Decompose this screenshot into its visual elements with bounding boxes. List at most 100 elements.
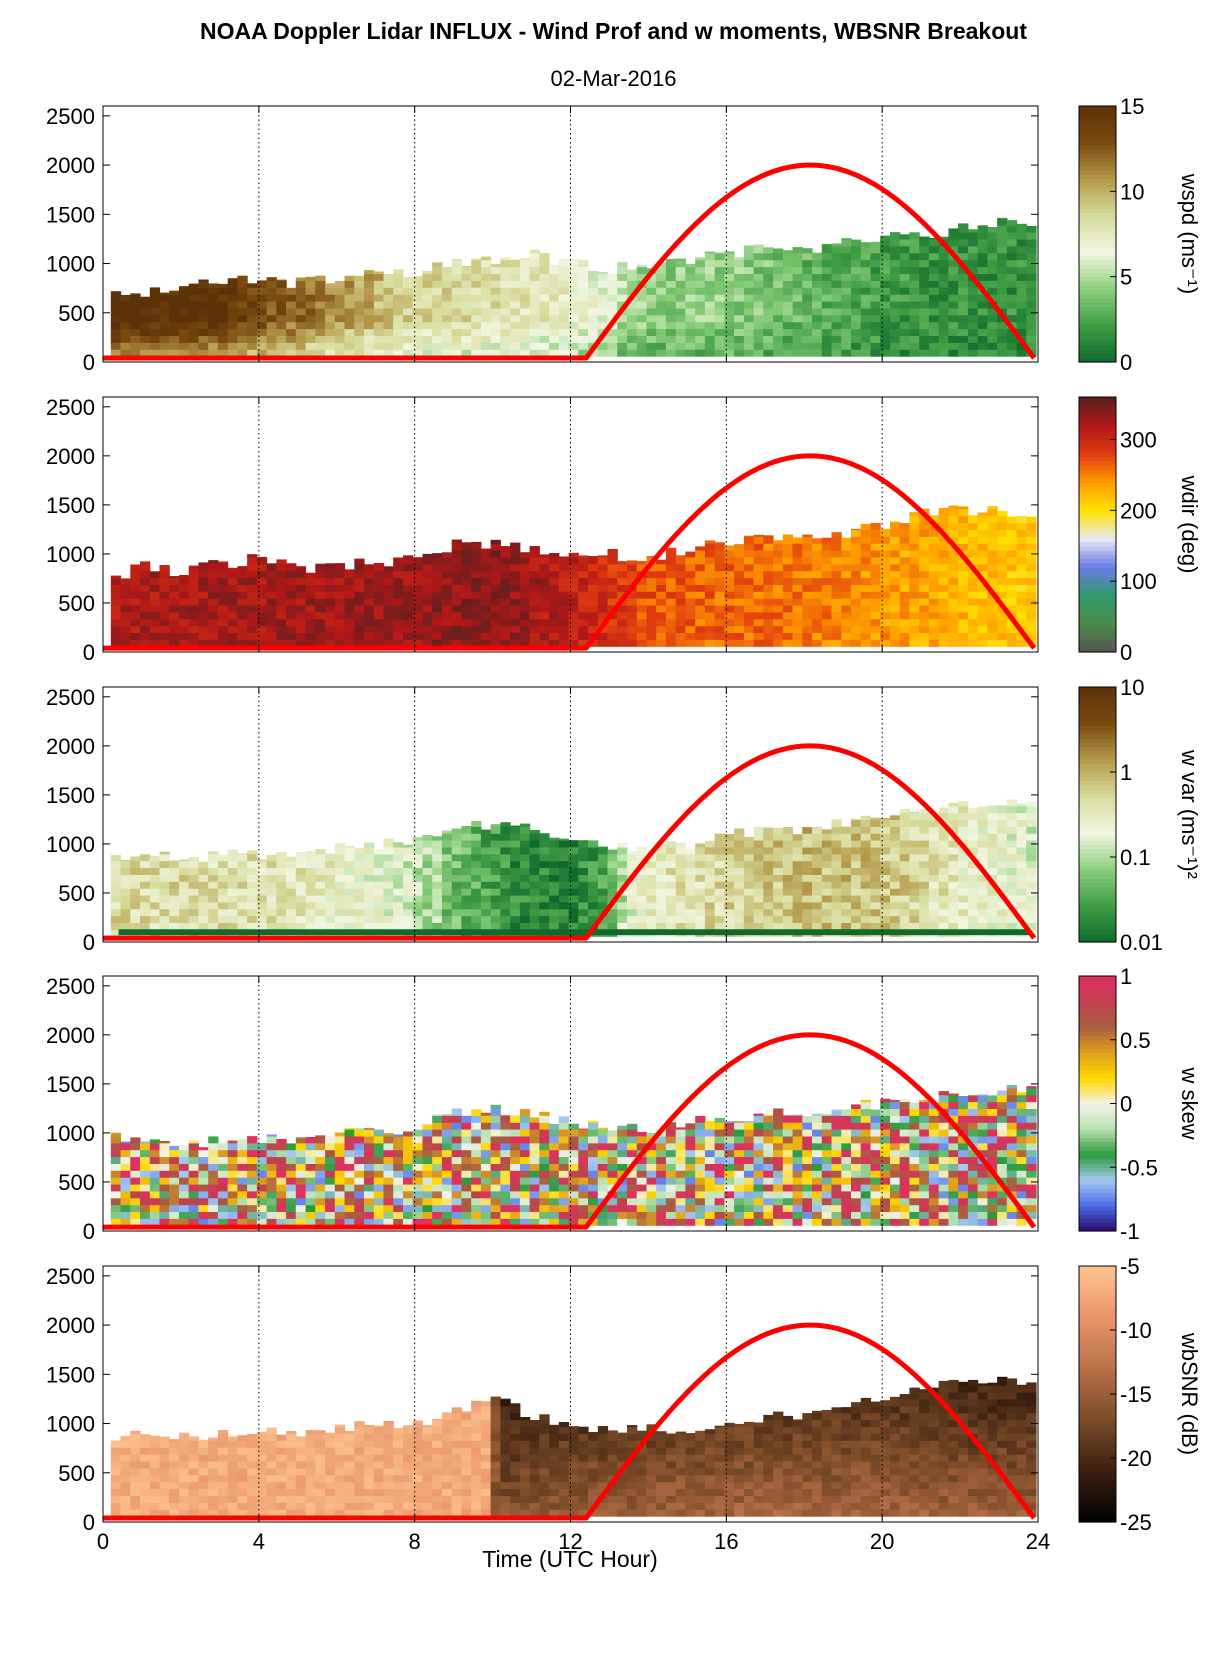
heatmap-cell (665, 894, 677, 903)
heatmap-cell (480, 639, 492, 647)
heatmap-cell (383, 894, 394, 903)
heatmap-cell (870, 639, 881, 647)
heatmap-cell (208, 314, 219, 323)
heatmap-cell (422, 273, 433, 281)
heatmap-cell (1016, 563, 1027, 572)
heatmap-cell (860, 563, 871, 572)
colorbar-swatch (1079, 422, 1116, 428)
heatmap-cell (480, 294, 492, 302)
heatmap-cell (393, 874, 404, 882)
heatmap-cell (325, 301, 336, 309)
heatmap-cell (753, 536, 764, 544)
colorbar-swatch (1079, 878, 1116, 884)
heatmap-cell (919, 321, 930, 330)
colorbar-swatch (1079, 148, 1116, 154)
heatmap-cell (393, 1211, 404, 1219)
heatmap-cell (1026, 238, 1037, 247)
heatmap-cell (743, 888, 755, 896)
heatmap-cell (412, 280, 423, 288)
heatmap-cell (977, 826, 988, 834)
heatmap-cell (305, 611, 316, 620)
heatmap-cell (286, 874, 297, 882)
heatmap-cell (315, 280, 326, 288)
heatmap-cell (295, 1183, 307, 1192)
heatmap-cell (938, 826, 949, 834)
heatmap-cell (344, 1127, 355, 1130)
heatmap-cell (899, 314, 910, 323)
heatmap-cell (198, 1177, 209, 1185)
heatmap-cell (461, 888, 472, 896)
heatmap-cell (1016, 223, 1027, 226)
heatmap-cell (617, 577, 628, 585)
heatmap-cell (432, 328, 443, 336)
heatmap-cell (967, 604, 979, 613)
heatmap-cell (461, 342, 472, 350)
heatmap-cell (529, 577, 540, 585)
heatmap-cell (549, 294, 560, 302)
heatmap-cell (1006, 301, 1018, 309)
heatmap-cell (656, 266, 667, 274)
heatmap-cell (510, 867, 521, 875)
heatmap-cell (159, 851, 170, 855)
heatmap-cell (909, 556, 920, 565)
heatmap-cell (958, 860, 969, 869)
heatmap-cell (958, 598, 969, 606)
heatmap-cell (851, 301, 862, 309)
heatmap-cell (821, 604, 833, 613)
heatmap-cell (441, 266, 453, 274)
heatmap-cell (656, 294, 667, 302)
heatmap-cell (714, 833, 725, 841)
heatmap-cell (773, 335, 784, 343)
heatmap-cell (773, 604, 784, 613)
heatmap-cell (958, 604, 969, 613)
heatmap-cell (179, 908, 190, 917)
heatmap-cell (490, 632, 501, 640)
heatmap-cell (490, 639, 501, 647)
colorbar-swatch (1079, 742, 1116, 748)
heatmap-cell (276, 611, 287, 620)
heatmap-cell (412, 577, 423, 585)
heatmap-cell (636, 294, 647, 302)
heatmap-cell (909, 515, 920, 524)
heatmap-cell (325, 1190, 336, 1199)
heatmap-cell (393, 1163, 404, 1171)
heatmap-cell (773, 888, 784, 896)
heatmap-cell (763, 570, 774, 579)
heatmap-cell (568, 584, 579, 592)
heatmap-cell (403, 321, 414, 330)
heatmap-cell (997, 563, 1008, 572)
heatmap-cell (227, 922, 238, 930)
heatmap-cell (227, 888, 238, 896)
heatmap-cell (354, 321, 365, 330)
heatmap-cell (588, 915, 599, 923)
heatmap-cell (188, 1142, 199, 1151)
heatmap-cell (928, 908, 940, 917)
heatmap-cell (977, 259, 988, 268)
heatmap-cell (412, 874, 423, 882)
colorbar-swatch (1079, 613, 1116, 619)
heatmap-cell (519, 563, 531, 572)
heatmap-cell (149, 922, 161, 930)
heatmap-cell (899, 321, 910, 330)
heatmap-cell (490, 301, 501, 309)
heatmap-cell (704, 922, 716, 930)
heatmap-cell (831, 301, 842, 309)
heatmap-cell (529, 915, 540, 923)
heatmap-cell (997, 245, 1008, 254)
heatmap-cell (753, 888, 764, 896)
heatmap-cell (1006, 225, 1018, 233)
heatmap-cell (1026, 860, 1037, 869)
heatmap-cell (295, 335, 307, 343)
heatmap-cell (1006, 314, 1018, 323)
heatmap-cell (627, 314, 638, 323)
heatmap-cell (821, 537, 833, 544)
heatmap-cell (432, 342, 443, 350)
heatmap-cell (714, 846, 725, 855)
heatmap-cell (675, 591, 686, 599)
heatmap-cell (977, 598, 988, 606)
heatmap-cell (286, 563, 297, 565)
heatmap-cell (169, 618, 180, 627)
heatmap-cell (967, 543, 979, 551)
